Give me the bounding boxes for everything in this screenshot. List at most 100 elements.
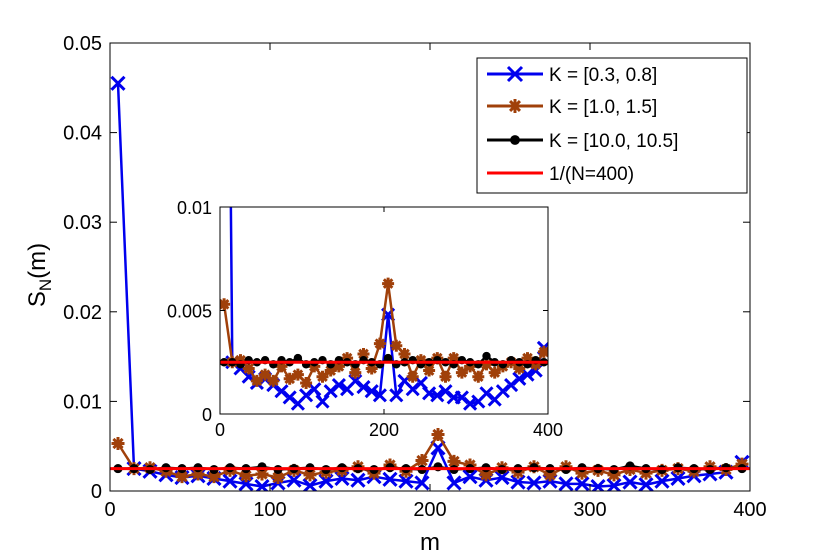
legend-entry: K = [1.0, 1.5] [487,97,657,118]
inset-y-tick-label: 0.005 [167,302,212,322]
inset-series-0-point [356,380,371,395]
inset-series-1-point [365,362,378,375]
series-0-point [670,470,686,487]
inset-series-2-point [293,353,303,363]
inset-series-1-point [300,376,313,389]
inset-x-tick-label: 200 [369,420,399,440]
series-0-point [350,472,366,488]
series-0-point [446,475,462,491]
series-1-point [415,454,429,468]
inset-series-1-point [250,374,263,387]
y-tick-label: 0.05 [63,33,102,55]
inset-series-0-point [430,388,445,403]
x-tick-label: 200 [413,499,446,521]
inset-series-0-point [364,384,379,399]
inset-series-1-point [447,352,460,365]
series-0-point [654,473,670,489]
series-0-point [302,478,318,491]
inset-series-1-point [267,374,280,387]
inset-series-1-point [316,370,329,383]
inset-series-1-point [439,370,452,383]
legend-label: K = [1.0, 1.5] [549,97,657,118]
series-0-line [116,83,743,488]
series-1-point [111,437,125,451]
inset-series-1-point [480,358,493,371]
series-1-point [431,428,445,442]
inset-series-1-point [291,368,304,381]
inset-series-1-point [324,364,337,377]
inset-series-1-point [242,362,255,375]
inset-series-1-point [513,362,526,375]
inset-series-0-point [512,371,527,386]
x-axis-label: m [420,529,440,556]
x-tick-label: 400 [733,499,766,521]
legend-marker [510,135,520,145]
y-axis-label: SN(m) [24,243,55,307]
series-0-point [558,476,574,491]
series-0-point [414,475,430,491]
inset-series-2-point [383,353,393,363]
series-1-point [479,468,493,482]
series-0-point [286,472,302,488]
inset-series-1-point [332,360,345,373]
y-tick-label: 0 [91,481,102,503]
inset-series-1-point [259,368,272,381]
series-1-point [543,468,557,482]
inset-series-1-point [349,366,362,379]
inset-series-0-point [372,388,387,403]
inset-series-1-point [398,347,411,360]
inset-series-1-point [455,366,468,379]
x-tick-label: 300 [573,499,606,521]
series-1-point [575,466,589,480]
inset-series-1-point [283,372,296,385]
inset-series-1-point [406,370,419,383]
series-0-point [462,469,478,485]
series-0-point [606,478,622,491]
y-tick-label: 0.01 [63,391,102,413]
inset-series-0-point [331,377,346,393]
inset-series-1-point [382,277,395,290]
inset-series-1-point [521,352,534,365]
inset-series-0-point [315,394,330,409]
inset-x-tick-label: 0 [215,420,225,440]
series-1-point [447,454,461,468]
x-tick-label: 100 [253,499,286,521]
inset-x-tick-label: 400 [533,420,563,440]
series-1-point [303,468,317,482]
y-tick-label: 0.04 [63,123,102,145]
series-0-point [398,473,414,489]
series-0-point [526,475,542,491]
y-tick-label: 0.02 [63,302,102,324]
legend-entry: K = [10.0, 10.5] [487,131,678,152]
inset-series-1-point [472,370,485,383]
legend-marker [508,99,522,113]
series-1-point [191,467,205,481]
inset-series-1-point [357,347,370,360]
legend-label: 1/(N=400) [549,164,634,185]
x-tick-label: 0 [104,499,115,521]
y-tick-label: 0.03 [63,212,102,234]
inset-series-0-point [389,388,404,403]
series-1-line [116,433,743,479]
series-0-point [510,474,526,490]
inset-y-tick-label: 0.01 [177,198,212,218]
series-0-point [574,476,590,491]
legend-entry: 1/(N=400) [487,164,634,185]
legend-label: K = [0.3, 0.8] [549,65,657,86]
inset-axes: 0 200 400 0 0.005 0.01 [167,198,563,440]
inset-series-1-point [220,298,231,311]
inset-series-1-point [537,345,548,358]
series-0-point [222,473,238,489]
legend-marker [506,65,524,83]
series-1-point [607,468,621,482]
legend-entry: K = [0.3, 0.8] [487,65,657,86]
inset-series-1-point [373,337,386,350]
inset-series-1-point [390,339,403,352]
legend: K = [0.3, 0.8] K = [1.0, 1.5] K = [10.0, 1… [476,57,748,194]
inset-series-1-point [488,366,501,379]
series-0-point [110,75,126,91]
series-0-point [494,469,510,486]
series-0-point [638,477,654,491]
series-1-point [255,467,269,481]
